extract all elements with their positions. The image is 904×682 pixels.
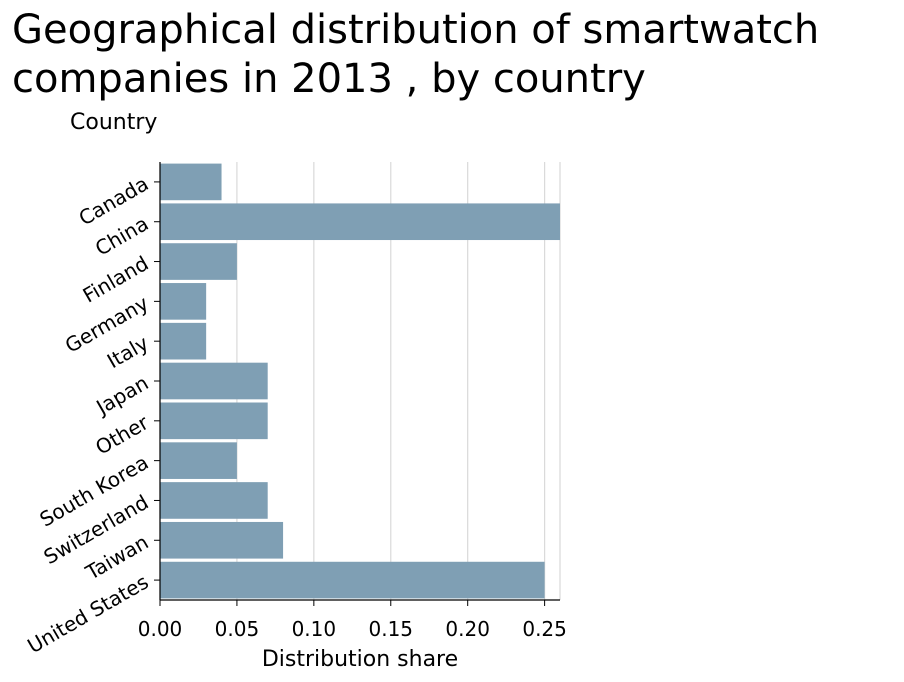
bar-switzerland [160, 482, 268, 519]
y-tick-label: United States [23, 570, 152, 659]
x-tick-label: 0.20 [445, 617, 490, 641]
y-tick-labels: CanadaChinaFinlandGermanyItalyJapanOther… [23, 171, 160, 658]
y-tick-label: Other [91, 410, 153, 460]
bar-south-korea [160, 442, 237, 479]
x-tick-label: 0.10 [292, 617, 337, 641]
x-tick-label: 0.25 [522, 617, 567, 641]
bar-china [160, 203, 560, 241]
x-tick-label: 0.05 [215, 617, 260, 641]
bar-united-states [160, 561, 545, 599]
x-axis-label: Distribution share [262, 647, 458, 672]
x-tick-label: 0.15 [369, 617, 414, 641]
bar-japan [160, 362, 268, 400]
bar-germany [160, 283, 207, 320]
x-tick-label: 0.00 [138, 617, 183, 641]
bar-canada [160, 163, 222, 201]
bar-other [160, 402, 268, 440]
bars [160, 163, 560, 599]
chart-title: Geographical distribution of smartwatch … [12, 7, 820, 102]
bar-finland [160, 243, 237, 280]
y-tick-label: Japan [90, 371, 152, 421]
y-axis-label: Country [70, 110, 158, 135]
x-tick-labels: 0.00 0.05 0.10 0.15 0.20 0.25 [138, 600, 567, 641]
bar-italy [160, 322, 207, 360]
bar-taiwan [160, 521, 284, 559]
y-tick-label: Italy [103, 331, 153, 374]
